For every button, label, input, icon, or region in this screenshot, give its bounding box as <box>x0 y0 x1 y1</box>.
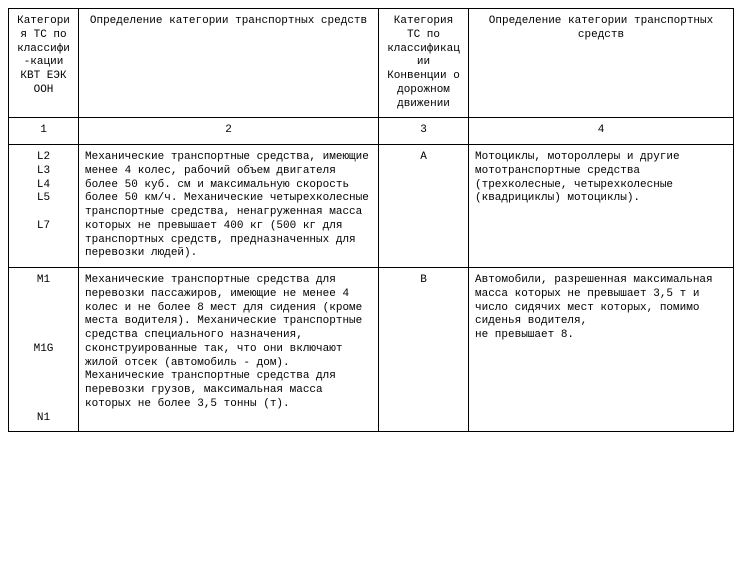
col-num-3: 3 <box>379 118 469 145</box>
col-header-1: Категория ТС по классифи-кации КВТ ЕЭК О… <box>9 9 79 118</box>
col-num-2: 2 <box>79 118 379 145</box>
cell-def-conv: Мотоциклы, мотороллеры и другие мототран… <box>469 145 734 268</box>
col-header-4: Определение категории транспортных средс… <box>469 9 734 118</box>
cell-cat-kvt: L2 L3 L4 L5 L7 <box>9 145 79 268</box>
col-num-4: 4 <box>469 118 734 145</box>
table-number-row: 1 2 3 4 <box>9 118 734 145</box>
col-header-2: Определение категории транспортных средс… <box>79 9 379 118</box>
cell-cat-conv: A <box>379 145 469 268</box>
table-header-row: Категория ТС по классифи-кации КВТ ЕЭК О… <box>9 9 734 118</box>
cell-cat-kvt: M1 M1G N1 <box>9 268 79 432</box>
cell-def-conv: Автомобили, разрешенная максимальная мас… <box>469 268 734 432</box>
vehicle-categories-table: Категория ТС по классифи-кации КВТ ЕЭК О… <box>8 8 734 432</box>
table-row: M1 M1G N1 Механические транспортные сред… <box>9 268 734 432</box>
table-row: L2 L3 L4 L5 L7 Механические транспортные… <box>9 145 734 268</box>
cell-def-kvt: Механические транспортные средства, имею… <box>79 145 379 268</box>
cell-cat-conv: B <box>379 268 469 432</box>
cell-def-kvt: Механические транспортные средства для п… <box>79 268 379 432</box>
col-header-3: Категория ТС по классификации Конвенции … <box>379 9 469 118</box>
col-num-1: 1 <box>9 118 79 145</box>
